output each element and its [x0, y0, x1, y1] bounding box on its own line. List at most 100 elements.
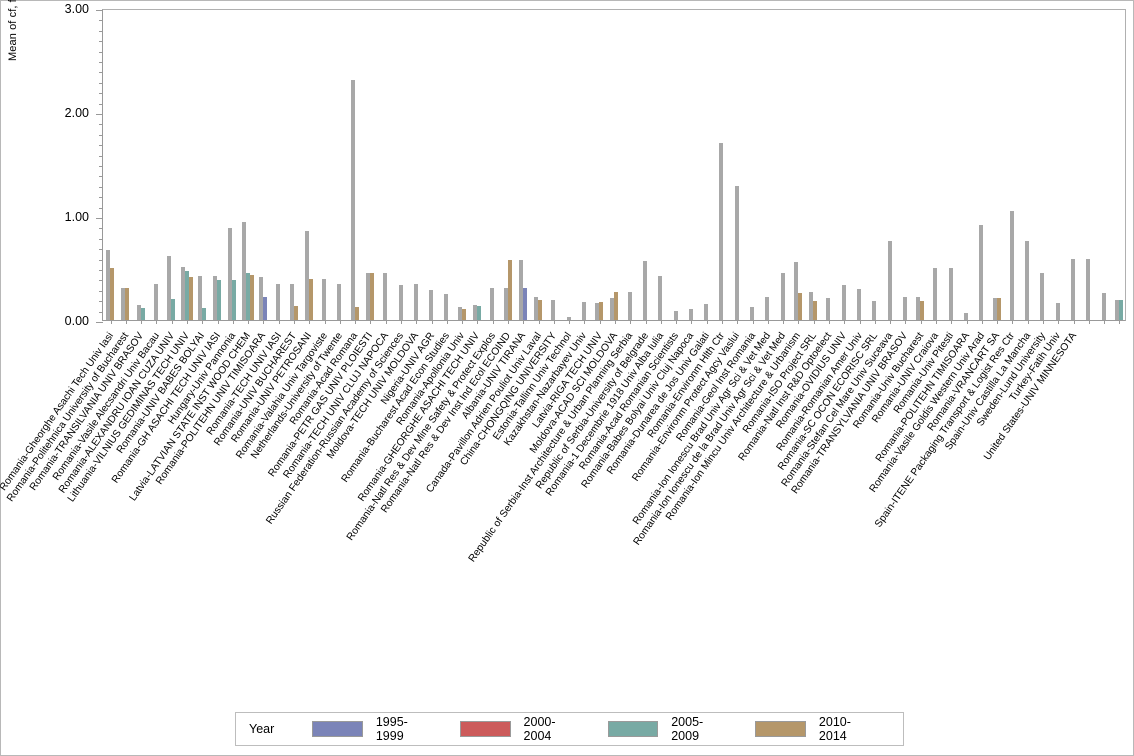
- x-axis-tick: [1088, 320, 1090, 324]
- x-axis-tick: [920, 320, 922, 324]
- bar: [153, 284, 158, 320]
- bar: [1025, 240, 1030, 320]
- bar: [241, 221, 246, 320]
- bar: [826, 297, 831, 320]
- bar-group: [699, 10, 714, 324]
- x-axis-tick: [951, 320, 953, 324]
- bar: [245, 272, 250, 320]
- bar-group: [134, 10, 149, 324]
- bar: [857, 289, 862, 320]
- legend-item[interactable]: 2010-2014: [755, 715, 869, 743]
- y-axis-tick-minor: [99, 228, 103, 230]
- bar-group: [974, 10, 989, 324]
- bar: [258, 276, 263, 320]
- bar: [719, 143, 724, 320]
- bar-group: [1066, 10, 1081, 324]
- x-axis-tick: [355, 320, 357, 324]
- bar-group: [745, 10, 760, 324]
- y-axis-tick-minor: [99, 145, 103, 147]
- bar: [249, 274, 254, 320]
- x-axis-tick: [187, 320, 189, 324]
- bar: [167, 256, 172, 320]
- y-axis-tick-minor: [99, 20, 103, 22]
- legend-label: 1995-1999: [375, 715, 408, 743]
- y-axis-tick-minor: [99, 249, 103, 251]
- bar: [1101, 292, 1106, 320]
- y-axis-tick-minor: [99, 103, 103, 105]
- bar: [197, 275, 202, 320]
- bar: [337, 284, 342, 320]
- x-axis-tick: [523, 320, 525, 324]
- bar-group: [317, 10, 332, 324]
- x-axis-tick: [981, 320, 983, 324]
- x-axis-tick: [401, 320, 403, 324]
- bar: [383, 272, 388, 320]
- x-axis-tick: [813, 320, 815, 324]
- legend-swatch: [755, 721, 806, 737]
- bar-group: [928, 10, 943, 324]
- bar: [643, 261, 648, 320]
- x-axis-tick: [584, 320, 586, 324]
- bar-group: [959, 10, 974, 324]
- bar-group: [944, 10, 959, 324]
- bar-group: [821, 10, 836, 324]
- bar-group: [271, 10, 286, 324]
- bar: [614, 292, 619, 320]
- bar-group: [546, 10, 561, 324]
- bar: [1009, 210, 1014, 320]
- bar: [841, 285, 846, 320]
- x-axis-tick: [660, 320, 662, 324]
- bar: [308, 278, 313, 320]
- bar-group: [1005, 10, 1020, 324]
- x-axis-tick: [1119, 320, 1121, 324]
- bar: [610, 297, 615, 320]
- y-axis-tick-label: 3.00: [64, 2, 89, 16]
- bar-group: [562, 10, 577, 324]
- x-axis-tick: [752, 320, 754, 324]
- x-axis-tick: [706, 320, 708, 324]
- bar-group: [1096, 10, 1111, 324]
- bar-group: [791, 10, 806, 324]
- bar: [813, 300, 818, 320]
- bar: [551, 299, 556, 320]
- bar: [673, 311, 678, 320]
- bar: [688, 309, 693, 320]
- bar: [289, 284, 294, 320]
- x-axis-tick: [1012, 320, 1014, 324]
- bar: [121, 288, 126, 320]
- bar-group: [485, 10, 500, 324]
- bar: [948, 268, 953, 320]
- legend-item[interactable]: 2000-2004: [459, 715, 574, 743]
- x-axis-tick: [141, 320, 143, 324]
- x-axis-tick: [171, 320, 173, 324]
- bar-group: [760, 10, 775, 324]
- x-axis-tick: [614, 320, 616, 324]
- y-axis-tick-minor: [99, 270, 103, 271]
- y-axis-tick-minor: [99, 41, 103, 43]
- bar-group: [775, 10, 790, 324]
- bar: [490, 287, 495, 320]
- bar-group: [179, 10, 194, 324]
- legend-item[interactable]: 1995-1999: [312, 715, 426, 743]
- bar-group: [638, 10, 653, 324]
- bar: [476, 305, 481, 320]
- x-axis-tick: [110, 320, 112, 324]
- bar-group: [393, 10, 408, 324]
- bar: [797, 293, 802, 320]
- bar-group: [913, 10, 928, 324]
- bar: [809, 292, 814, 320]
- y-axis-tick-minor: [99, 51, 103, 53]
- bar: [902, 296, 907, 320]
- x-axis-tick: [1042, 320, 1044, 324]
- legend-swatch: [459, 721, 511, 737]
- bar: [933, 268, 938, 320]
- bar: [429, 290, 434, 320]
- x-axis-tick: [935, 320, 937, 324]
- bar: [887, 240, 892, 320]
- x-axis-tick: [1104, 320, 1106, 324]
- x-axis-tick: [859, 320, 861, 324]
- bar-group: [363, 10, 378, 324]
- x-axis-tick: [783, 320, 785, 324]
- legend-item[interactable]: 2005-2009: [607, 715, 722, 743]
